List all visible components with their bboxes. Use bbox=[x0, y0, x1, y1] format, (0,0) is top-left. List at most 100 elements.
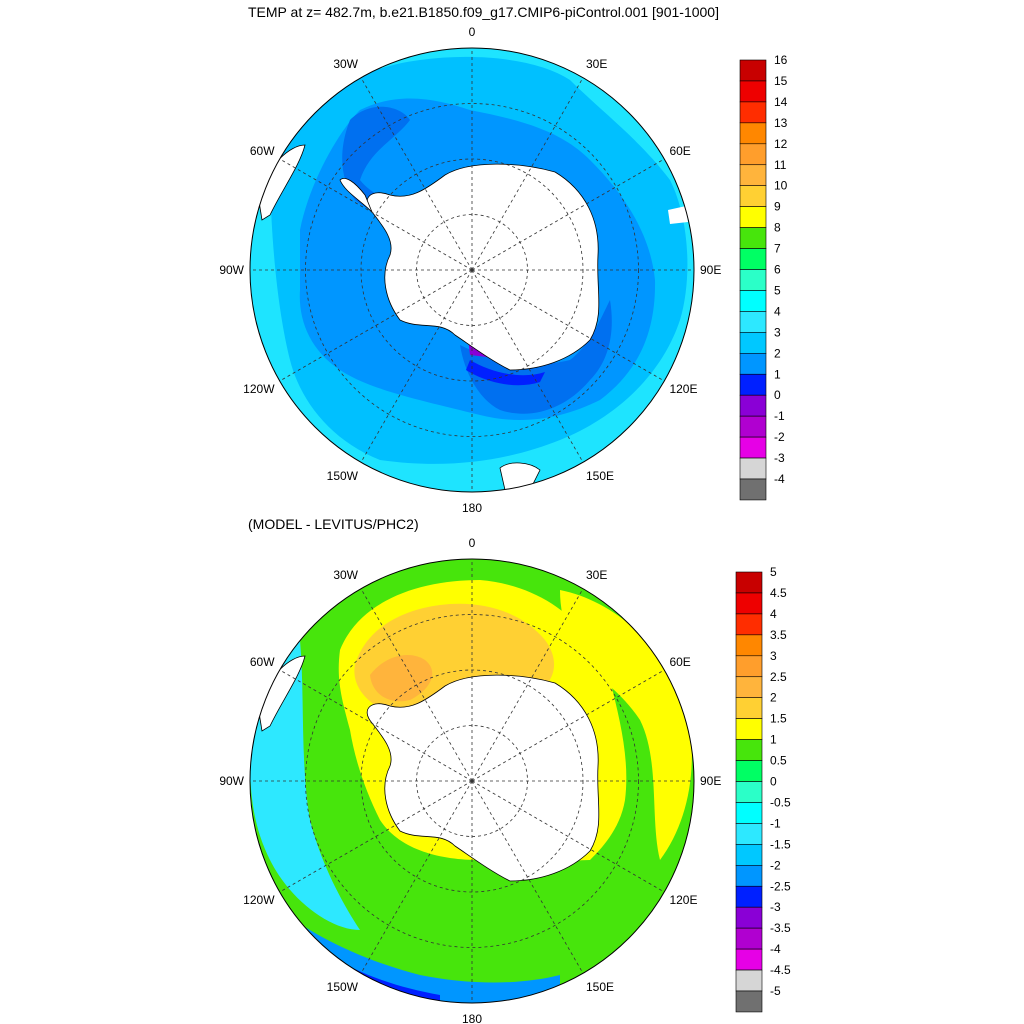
meridian-label: 90W bbox=[219, 263, 244, 277]
colorbar-swatch bbox=[739, 59, 767, 82]
colorbar-swatch bbox=[735, 864, 763, 887]
colorbar-swatch bbox=[739, 269, 767, 291]
meridian-label: 120E bbox=[669, 893, 697, 907]
meridian-line bbox=[360, 780, 473, 974]
meridian-line bbox=[279, 158, 473, 271]
bottom-map-meridian-labels: 0 30E 60E 90E 120E 150E 180 150W 120W 90W 60W 30W bbox=[219, 536, 721, 1024]
meridian-line bbox=[471, 780, 665, 893]
colorbar-tick-label: 4 bbox=[774, 304, 781, 318]
colorbar-swatch bbox=[735, 823, 763, 845]
colorbar-tick-label: 10 bbox=[774, 179, 788, 193]
colorbar-tick-label: 4.5 bbox=[770, 586, 787, 600]
difference-polar-map: 0 30E 60E 90E 120E 150E 180 150W 120W 90W 60W 30W bbox=[219, 536, 721, 1024]
meridian-label: 180 bbox=[462, 1012, 482, 1024]
colorbar-tick-label: 8 bbox=[774, 221, 781, 235]
meridian-label: 30W bbox=[333, 57, 358, 71]
colorbar-swatch bbox=[739, 436, 767, 459]
meridian-label: 180 bbox=[462, 501, 482, 515]
colorbar-swatch bbox=[735, 948, 763, 971]
colorbar-swatch bbox=[735, 592, 763, 615]
meridian-label: 0 bbox=[469, 536, 476, 550]
antarctic-peninsula bbox=[339, 178, 373, 213]
colorbar-tick-label: 1 bbox=[774, 367, 781, 381]
colorbar-swatch bbox=[735, 990, 763, 1013]
colorbar-tick-label: -4.5 bbox=[770, 963, 791, 977]
meridian-label: 150W bbox=[327, 980, 359, 994]
colorbar-swatch bbox=[739, 101, 767, 124]
colorbar-tick-label: 6 bbox=[774, 263, 781, 277]
colorbar-swatch bbox=[739, 206, 767, 228]
meridian-line bbox=[471, 780, 584, 974]
shelf-water bbox=[342, 106, 440, 222]
meridian-line bbox=[279, 669, 473, 782]
temperature-polar-map: 0 30E 60E 90E 120E 150E 180 150W 120W 90W 60W 30W bbox=[219, 25, 721, 515]
meridian-label: 30E bbox=[586, 57, 607, 71]
colorbar-swatch bbox=[739, 415, 767, 438]
colorbar-swatch bbox=[735, 802, 763, 824]
colorbar-tick-label: 5 bbox=[774, 283, 781, 297]
colorbar-tick-label: 2 bbox=[770, 691, 777, 705]
colorbar-swatch bbox=[735, 697, 763, 719]
colorbar-swatch bbox=[739, 373, 767, 396]
colorbar-swatch bbox=[735, 844, 763, 866]
meridian-line bbox=[471, 77, 584, 271]
meridian-line bbox=[279, 780, 473, 893]
colorbar-swatch bbox=[739, 80, 767, 103]
difference-colorbar: 5 4.5 4 3.5 3 2.5 2 1.5 1 0.5 0 -0.5 -1 -1.5 -2 -2.5 -3 -… bbox=[735, 565, 791, 1013]
colorbar-tick-label: 0 bbox=[774, 388, 781, 402]
colorbar-swatch bbox=[739, 311, 767, 333]
ross-shelf-water bbox=[460, 300, 612, 414]
colorbar-tick-label: 9 bbox=[774, 200, 781, 214]
colorbar-swatch bbox=[735, 718, 763, 740]
colorbar-tick-label: -3.5 bbox=[770, 921, 791, 935]
meridian-label: 60E bbox=[669, 655, 690, 669]
colorbar-swatch bbox=[739, 164, 767, 187]
colorbar-tick-label: 3.5 bbox=[770, 628, 787, 642]
colorbar-swatch bbox=[739, 290, 767, 312]
meridian-line bbox=[279, 269, 473, 382]
colorbar-swatch bbox=[739, 352, 767, 375]
meridian-line bbox=[471, 158, 665, 271]
colorbar-tick-label: 0.5 bbox=[770, 754, 787, 768]
colorbar-tick-label: -4 bbox=[774, 472, 785, 486]
meridian-label: 0 bbox=[469, 25, 476, 39]
colorbar-swatch bbox=[735, 927, 763, 950]
antarctica-land-diff bbox=[366, 674, 600, 882]
colorbar-tick-label: -1 bbox=[770, 816, 781, 830]
colorbar-tick-label: -0.5 bbox=[770, 795, 791, 809]
colorbar-tick-label: 2 bbox=[774, 346, 781, 360]
meridian-label: 150E bbox=[586, 469, 614, 483]
meridian-label: 60W bbox=[250, 655, 275, 669]
meridian-label: 60W bbox=[250, 144, 275, 158]
colorbar-tick-label: -2.5 bbox=[770, 879, 791, 893]
colorbar-swatch bbox=[735, 969, 763, 992]
cold-shelf-patch bbox=[466, 360, 545, 386]
meridian-line bbox=[360, 588, 473, 782]
latitude-circle bbox=[305, 103, 639, 437]
colorbar-tick-label: 4 bbox=[770, 607, 777, 621]
meridian-label: 120W bbox=[243, 893, 275, 907]
meridian-label: 150E bbox=[586, 980, 614, 994]
colorbar-tick-label: -3 bbox=[774, 451, 785, 465]
difference-map-title: (MODEL - LEVITUS/PHC2) bbox=[248, 516, 419, 532]
colorbar-tick-label: -1 bbox=[774, 409, 785, 423]
colorbar-tick-label: 7 bbox=[774, 242, 781, 256]
colorbar-tick-label: 16 bbox=[774, 53, 788, 67]
colorbar-tick-label: 14 bbox=[774, 95, 788, 109]
colorbar-tick-label: 2.5 bbox=[770, 670, 787, 684]
meridian-label: 60E bbox=[669, 144, 690, 158]
colorbar-swatch bbox=[735, 613, 763, 636]
colorbar-tick-label: 3 bbox=[770, 649, 777, 663]
colorbar-tick-label: 11 bbox=[774, 158, 787, 172]
map-title: TEMP at z= 482.7m, b.e21.B1850.f09_g17.C… bbox=[248, 4, 719, 20]
colorbar-tick-label: 0 bbox=[770, 775, 777, 789]
colorbar-tick-label: -3 bbox=[770, 900, 781, 914]
meridian-label: 90W bbox=[219, 774, 244, 788]
colorbar-swatch bbox=[739, 248, 767, 270]
island-patch bbox=[499, 462, 541, 491]
colorbar-swatch bbox=[739, 122, 767, 145]
meridian-label: 120E bbox=[669, 382, 697, 396]
colorbar-swatch bbox=[735, 676, 763, 699]
meridian-line bbox=[471, 588, 584, 782]
colorbar-swatch bbox=[739, 143, 767, 166]
